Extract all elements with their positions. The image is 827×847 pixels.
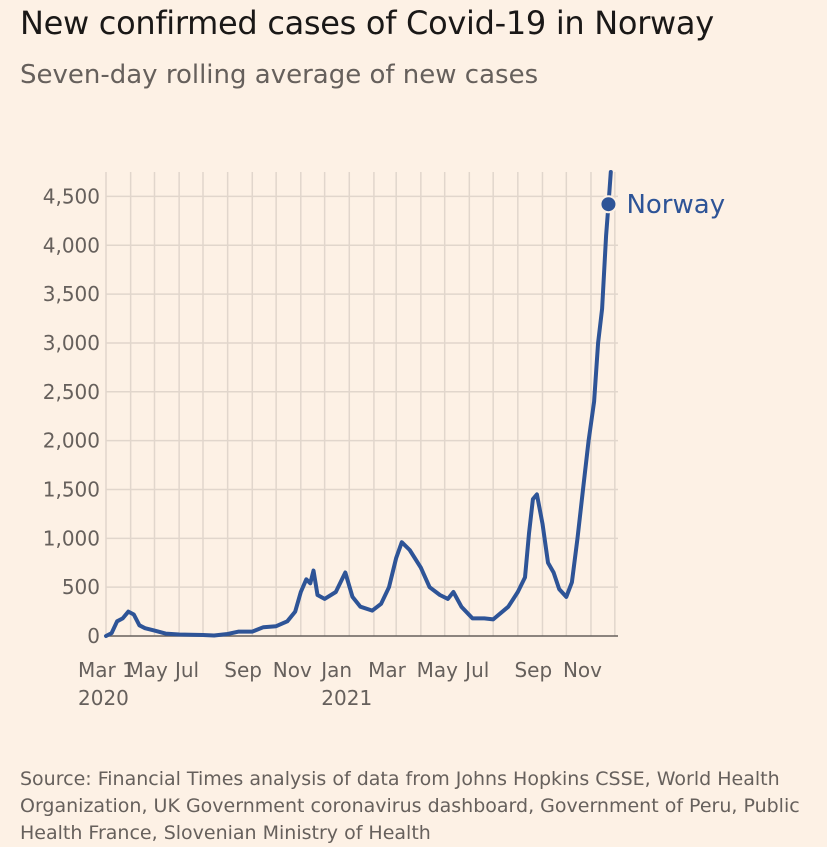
x-tick-label: Mar 1 bbox=[78, 658, 135, 682]
x-tick-label: Jul bbox=[173, 658, 199, 682]
x-year-label: 2020 bbox=[78, 686, 129, 710]
y-tick-label: 2,500 bbox=[43, 380, 100, 404]
x-tick-label: May bbox=[126, 658, 168, 682]
chart-title: New confirmed cases of Covid-19 in Norwa… bbox=[20, 4, 714, 42]
x-tick-label: Mar bbox=[368, 658, 407, 682]
x-tick-label: Sep bbox=[514, 658, 552, 682]
y-tick-label: 4,000 bbox=[43, 233, 100, 257]
y-tick-label: 4,500 bbox=[43, 184, 100, 208]
line-chart: 0 500 1,000 1,500 2,000 2,500 3,000 3,500 4,000 4… bbox=[43, 170, 725, 710]
y-tick-label: 3,000 bbox=[43, 331, 100, 355]
y-tick-label: 1,000 bbox=[43, 526, 100, 550]
source-note: Source: Financial Times analysis of data… bbox=[20, 768, 800, 844]
x-tick-label: Nov bbox=[273, 658, 312, 682]
y-tick-label: 2,000 bbox=[43, 429, 100, 453]
series-label-norway: Norway bbox=[626, 190, 725, 220]
y-tick-label: 3,500 bbox=[43, 282, 100, 306]
x-year-label: 2021 bbox=[321, 686, 372, 710]
chart-subtitle: Seven-day rolling average of new cases bbox=[20, 60, 539, 90]
x-tick-label: Nov bbox=[563, 658, 602, 682]
x-tick-label: Jul bbox=[463, 658, 489, 682]
y-tick-label: 500 bbox=[62, 575, 100, 599]
x-tick-label: Jan bbox=[319, 658, 352, 682]
series-end-marker bbox=[599, 195, 618, 214]
y-tick-label: 1,500 bbox=[43, 477, 100, 501]
x-tick-label: Sep bbox=[224, 658, 262, 682]
x-tick-label: May bbox=[417, 658, 459, 682]
series-line-norway bbox=[104, 170, 613, 638]
y-tick-label: 0 bbox=[87, 624, 100, 648]
